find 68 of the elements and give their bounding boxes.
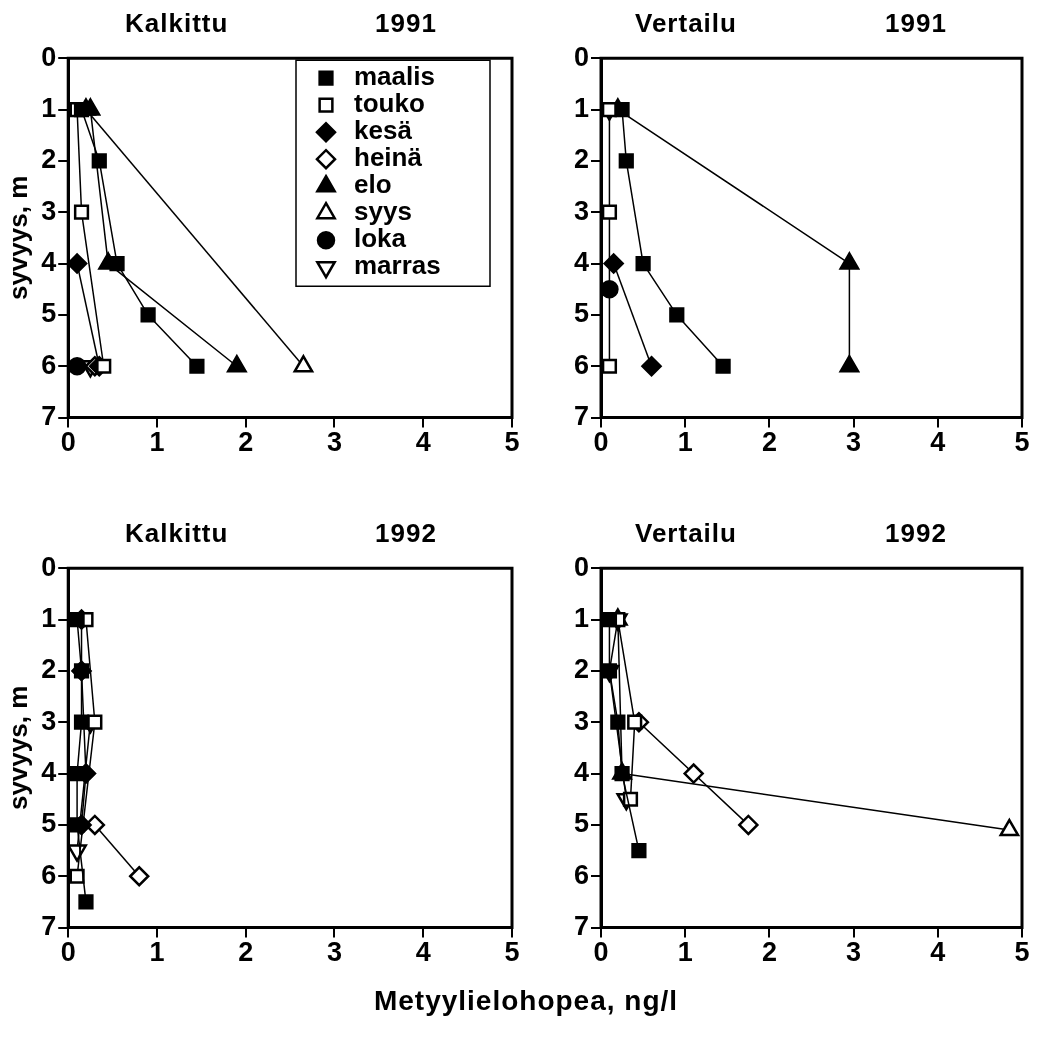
x-axis-title: Metyylielohopea, ng/l xyxy=(372,985,680,1017)
x-tick-label: 2 xyxy=(238,427,254,458)
y-tick-label: 1 xyxy=(41,93,57,123)
legend-label: marras xyxy=(354,250,441,281)
x-tick-label: 5 xyxy=(504,427,520,458)
x-tick-label: 1 xyxy=(149,937,165,968)
y-tick-label: 1 xyxy=(573,603,590,633)
x-tick-label: 2 xyxy=(761,937,777,968)
y-tick-label: 4 xyxy=(573,757,590,788)
x-tick-label: 3 xyxy=(846,427,862,458)
y-tick-label: 0 xyxy=(573,41,590,72)
chart-subtitle: 1991 xyxy=(885,8,947,39)
y-tick-label: 1 xyxy=(573,93,590,123)
y-tick-label: 2 xyxy=(41,654,57,685)
y-tick-label: 7 xyxy=(573,911,590,942)
x-tick-label: 4 xyxy=(415,427,431,458)
x-tick-label: 4 xyxy=(930,937,946,968)
y-tick-label: 3 xyxy=(41,705,57,736)
chart-subtitle: 1992 xyxy=(885,518,947,549)
y-tick-label: 5 xyxy=(41,298,57,329)
x-tick-label: 5 xyxy=(1014,937,1030,968)
y-tick-label: 2 xyxy=(573,144,590,175)
x-tick-label: 4 xyxy=(415,937,431,968)
x-tick-label: 2 xyxy=(761,427,777,458)
y-tick-label: 2 xyxy=(573,654,590,685)
chart-subtitle: 1992 xyxy=(375,518,437,549)
x-tick-label: 1 xyxy=(677,937,693,968)
chart-title: Vertailu xyxy=(635,518,737,549)
y-tick-label: 2 xyxy=(41,144,57,175)
x-tick-label: 3 xyxy=(326,427,342,458)
y-tick-label: 7 xyxy=(41,911,57,942)
y-tick-label: 6 xyxy=(573,349,590,380)
y-tick-label: 6 xyxy=(573,859,590,890)
y-tick-label: 0 xyxy=(41,551,57,582)
y-tick-label: 5 xyxy=(573,808,590,839)
chart-title: Vertailu xyxy=(635,8,737,39)
y-tick-label: 0 xyxy=(573,551,590,582)
x-tick-label: 3 xyxy=(326,937,342,968)
x-tick-label: 2 xyxy=(238,937,254,968)
x-tick-label: 3 xyxy=(846,937,862,968)
chart-title: Kalkittu xyxy=(125,8,229,39)
chart-title: Kalkittu xyxy=(125,518,229,549)
y-tick-label: 5 xyxy=(41,808,57,839)
y-tick-label: 5 xyxy=(573,298,590,329)
y-tick-label: 3 xyxy=(573,705,590,736)
y-tick-label: 4 xyxy=(41,247,57,278)
x-tick-label: 5 xyxy=(504,937,520,968)
x-tick-label: 1 xyxy=(677,427,693,458)
y-tick-label: 3 xyxy=(573,195,590,226)
y-tick-label: 6 xyxy=(41,349,57,380)
x-tick-label: 0 xyxy=(60,427,76,458)
y-tick-label: 4 xyxy=(573,247,590,278)
chart-subtitle: 1991 xyxy=(375,8,437,39)
y-tick-label: 1 xyxy=(41,603,57,633)
x-tick-label: 4 xyxy=(930,427,946,458)
x-tick-label: 5 xyxy=(1014,427,1030,458)
y-tick-label: 4 xyxy=(41,757,57,788)
y-tick-label: 6 xyxy=(41,859,57,890)
y-tick-label: 7 xyxy=(41,401,57,432)
y-axis-title: syvyys, m xyxy=(2,175,33,301)
y-axis-title: syvyys, m xyxy=(2,685,33,811)
x-tick-label: 0 xyxy=(60,937,76,968)
x-tick-label: 0 xyxy=(593,427,609,458)
x-tick-label: 1 xyxy=(149,427,165,458)
y-tick-label: 0 xyxy=(41,41,57,72)
y-tick-label: 3 xyxy=(41,195,57,226)
y-tick-label: 7 xyxy=(573,401,590,432)
x-tick-label: 0 xyxy=(593,937,609,968)
